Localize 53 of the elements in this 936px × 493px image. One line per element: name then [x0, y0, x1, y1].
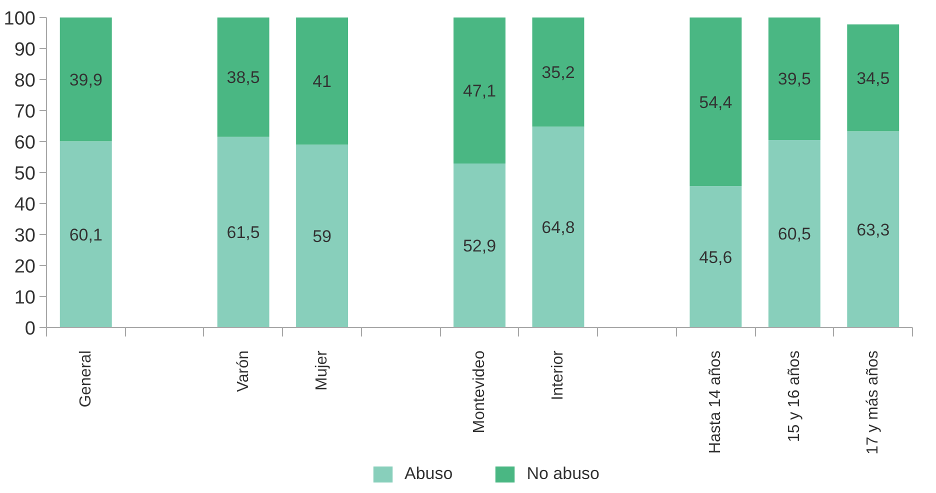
data-label: 39,5	[778, 70, 811, 89]
bar	[217, 18, 270, 137]
y-tick-label: 60	[14, 132, 36, 154]
y-tick-label: 90	[14, 40, 36, 60]
bar	[847, 24, 900, 132]
y-tick-label: 30	[14, 226, 36, 246]
data-label: 39,9	[69, 70, 102, 90]
bar	[217, 136, 270, 328]
y-tick-label: 10	[14, 288, 36, 308]
legend-label: Abuso	[404, 464, 453, 484]
bar	[454, 18, 506, 164]
y-tick-label: 50	[14, 164, 36, 184]
data-label: 45,6	[699, 248, 732, 267]
y-tick-label: 20	[14, 256, 36, 278]
x-tick-label: General	[77, 350, 94, 408]
bar	[768, 140, 820, 328]
data-label: 60,1	[69, 225, 102, 244]
legend-label: No abuso	[526, 464, 600, 484]
data-label: 41	[312, 72, 332, 92]
data-label: 38,5	[226, 68, 260, 88]
y-tick-label: 0	[24, 318, 36, 340]
data-label: 47,1	[462, 82, 496, 101]
bar	[60, 141, 112, 328]
data-label: 52,9	[462, 236, 496, 256]
x-tick-label: Montevideo	[471, 350, 488, 434]
bar	[690, 186, 742, 328]
x-tick-label: Hasta 14 años	[707, 350, 724, 454]
data-label: 59	[312, 227, 332, 246]
bar	[690, 18, 742, 186]
data-label: 60,5	[778, 224, 811, 244]
y-tick-label: 70	[14, 102, 36, 122]
x-tick-label: 17 y más años	[864, 350, 882, 455]
data-label: 35,2	[542, 63, 575, 82]
bar	[532, 18, 584, 127]
x-tick-label: Interior	[550, 350, 567, 400]
bar	[768, 18, 820, 140]
bar	[454, 164, 506, 328]
y-tick-label: 100	[4, 8, 36, 30]
x-tick-label: 15 y 16 años	[786, 350, 803, 442]
data-label: 34,5	[856, 68, 890, 88]
data-label: 64,8	[542, 218, 575, 238]
data-label: 54,4	[699, 92, 732, 112]
x-tick-label: Mujer	[314, 350, 331, 391]
bar	[847, 131, 900, 328]
data-label: 63,3	[856, 220, 890, 240]
y-tick-label: 40	[14, 194, 36, 216]
bar	[532, 126, 584, 328]
bar	[296, 144, 348, 328]
bar	[296, 18, 348, 145]
x-tick-label: Varón	[234, 350, 252, 392]
data-label: 61,5	[226, 223, 260, 242]
bar	[60, 18, 112, 142]
y-tick-label: 80	[14, 70, 36, 92]
